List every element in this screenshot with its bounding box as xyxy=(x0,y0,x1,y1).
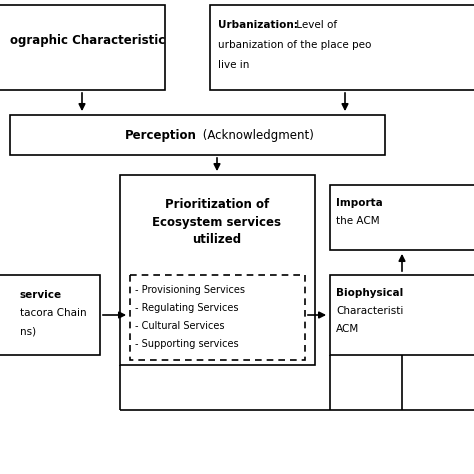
Bar xyxy=(120,175,315,365)
Text: the ACM: the ACM xyxy=(336,216,380,226)
Text: Level of: Level of xyxy=(293,20,337,30)
Text: Ecosystem services: Ecosystem services xyxy=(153,216,282,228)
Text: - Supporting services: - Supporting services xyxy=(135,339,238,349)
Bar xyxy=(0,275,100,355)
Text: ACM: ACM xyxy=(336,324,359,334)
Text: (Acknowledgment): (Acknowledgment) xyxy=(199,128,314,142)
Text: Prioritization of: Prioritization of xyxy=(165,199,269,211)
Text: Biophysical: Biophysical xyxy=(336,288,403,298)
Bar xyxy=(330,275,474,355)
Bar xyxy=(210,5,474,90)
Bar xyxy=(330,185,474,250)
Text: service: service xyxy=(20,290,62,300)
Bar xyxy=(10,115,385,155)
Text: Urbanization:: Urbanization: xyxy=(218,20,298,30)
Bar xyxy=(0,5,165,90)
Text: utilized: utilized xyxy=(192,233,242,246)
Text: - Provisioning Services: - Provisioning Services xyxy=(135,285,245,295)
Text: ographic Characteristic: ographic Characteristic xyxy=(10,34,165,46)
Text: ns): ns) xyxy=(20,326,36,336)
Text: - Cultural Services: - Cultural Services xyxy=(135,321,225,331)
Bar xyxy=(130,275,305,360)
Text: Perception: Perception xyxy=(125,128,197,142)
Text: - Regulating Services: - Regulating Services xyxy=(135,303,238,313)
Text: Importa: Importa xyxy=(336,198,383,208)
Text: live in: live in xyxy=(218,60,249,70)
Text: Characteristi: Characteristi xyxy=(336,306,403,316)
Text: tacora Chain: tacora Chain xyxy=(20,308,87,318)
Text: urbanization of the place peo: urbanization of the place peo xyxy=(218,40,371,50)
